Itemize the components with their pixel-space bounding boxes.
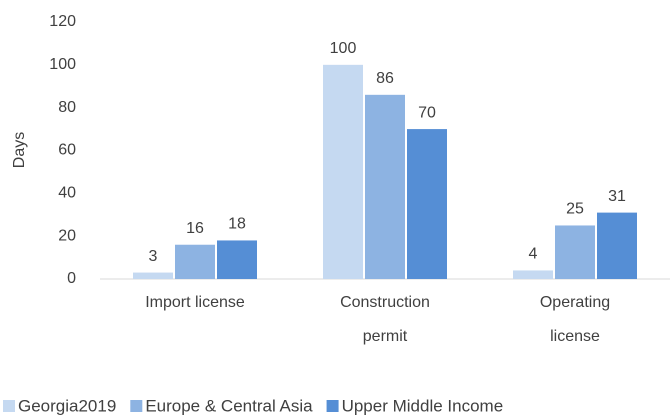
y-tick-label: 80 bbox=[58, 99, 76, 116]
bar bbox=[323, 64, 363, 279]
bar bbox=[217, 240, 257, 279]
value-label: 25 bbox=[566, 201, 584, 218]
y-axis-label: Days bbox=[11, 132, 28, 168]
bar bbox=[175, 244, 215, 279]
x-tick-label: Import license bbox=[145, 294, 245, 311]
y-tick-label: 0 bbox=[67, 270, 76, 287]
bar bbox=[133, 272, 173, 279]
value-label: 18 bbox=[228, 216, 246, 233]
value-label: 86 bbox=[376, 70, 394, 87]
bar bbox=[407, 129, 447, 279]
legend-swatch bbox=[130, 400, 143, 412]
bar bbox=[365, 94, 405, 279]
x-tick-label: Operating license bbox=[540, 294, 610, 345]
y-tick-label: 60 bbox=[58, 142, 76, 159]
bar bbox=[555, 225, 595, 279]
bar bbox=[513, 270, 553, 279]
value-label: 31 bbox=[608, 188, 626, 205]
value-label: 3 bbox=[149, 248, 158, 265]
value-label: 16 bbox=[186, 220, 204, 237]
legend-label: Europe & Central Asia bbox=[145, 396, 313, 415]
legend-swatch bbox=[3, 400, 15, 412]
value-label: 70 bbox=[418, 104, 436, 121]
y-tick-label: 100 bbox=[49, 56, 76, 73]
legend-swatch bbox=[326, 400, 339, 412]
legend-label: Upper Middle Income bbox=[342, 396, 504, 415]
legend-label: Georgia2019 bbox=[18, 396, 116, 415]
y-tick-label: 20 bbox=[58, 227, 76, 244]
y-tick-label: 40 bbox=[58, 185, 76, 202]
y-tick-label: 120 bbox=[49, 13, 76, 30]
value-label: 100 bbox=[330, 40, 357, 57]
value-label: 4 bbox=[529, 246, 538, 263]
x-tick-label: Construction permit bbox=[340, 294, 430, 345]
bar bbox=[597, 212, 637, 279]
